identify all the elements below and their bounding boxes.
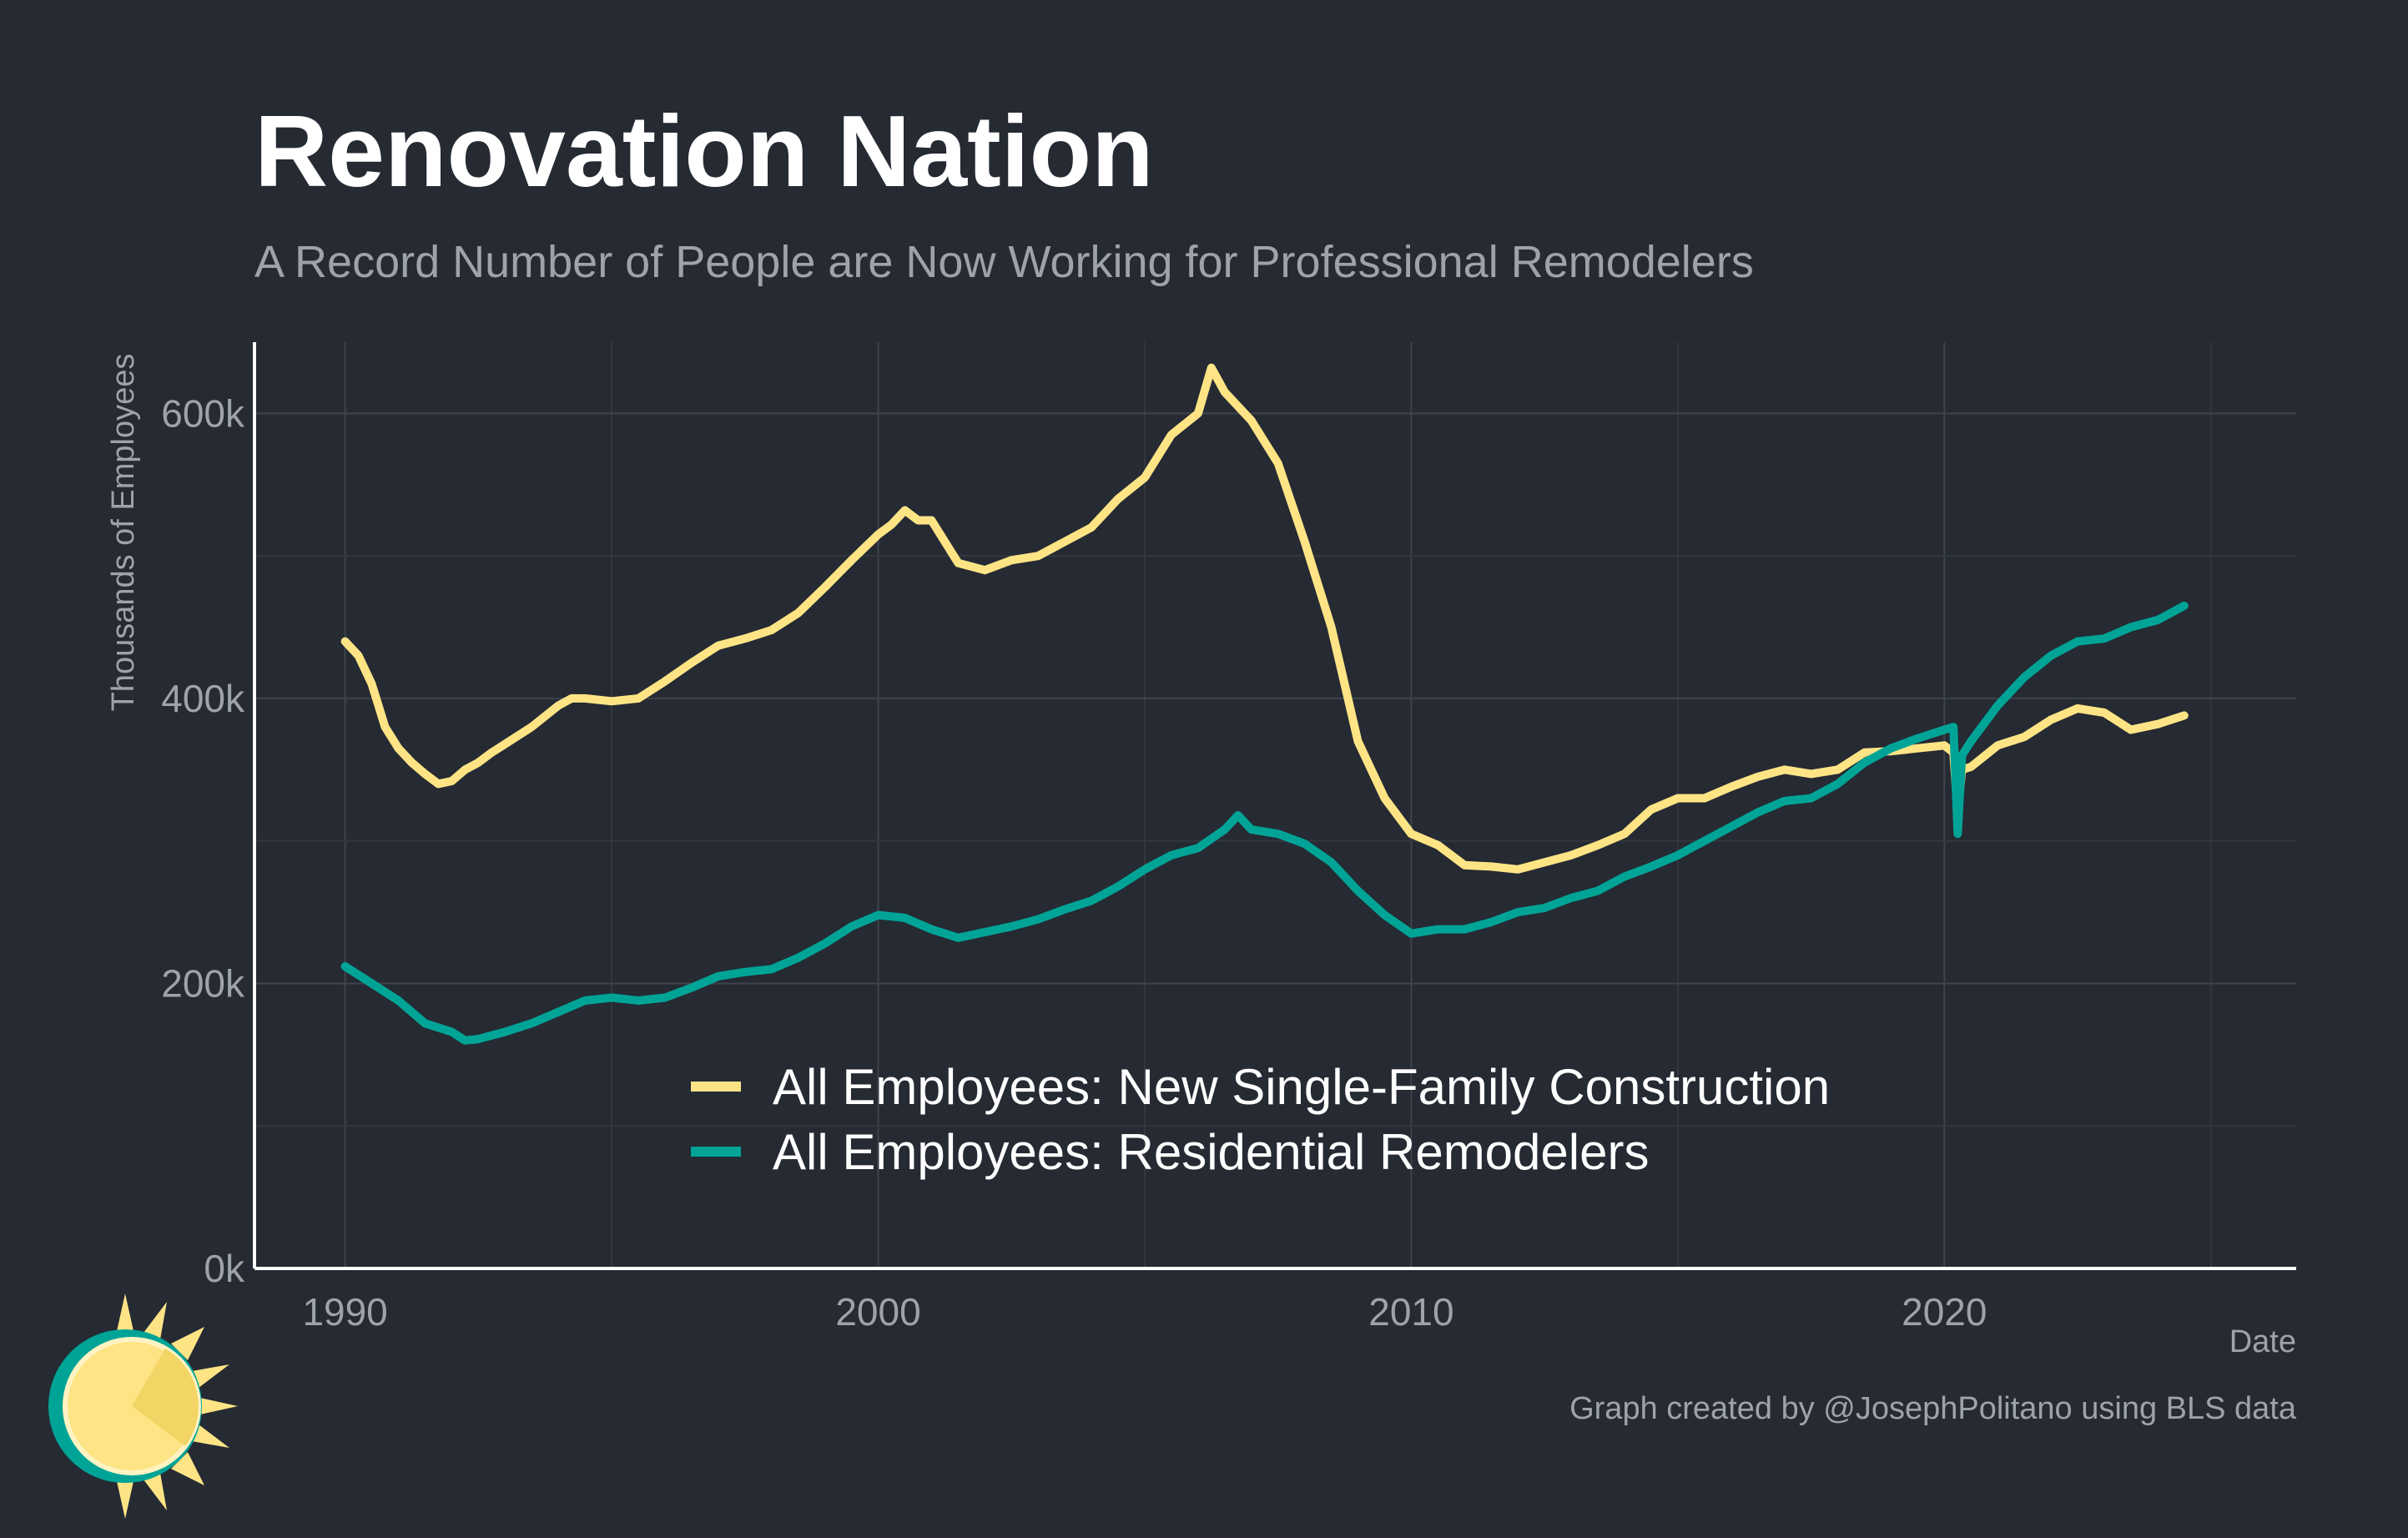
y-tick-label: 0k [204,1247,245,1290]
legend-label: All Employees: Residential Remodelers [773,1124,1649,1180]
x-tick-label: 2010 [1368,1290,1453,1334]
y-tick-label: 400k [161,677,245,720]
caption: Graph created by @JosephPolitano using B… [1569,1391,2297,1426]
chart-title: Renovation Nation [254,94,1154,208]
sun-logo-icon [48,1293,238,1519]
x-tick-labels: 1990 2000 2010 2020 [302,1290,1987,1334]
x-tick-label: 1990 [302,1290,387,1334]
axes [253,342,2296,1270]
x-axis-label: Date [2229,1324,2296,1359]
y-axis-label: Thousands of Employees [106,354,141,712]
y-tick-label: 200k [161,961,245,1005]
legend-label: All Employees: New Single-Family Constru… [773,1059,1830,1115]
legend: All Employees: New Single-Family Constru… [691,1059,1830,1180]
chart-subtitle: A Record Number of People are Now Workin… [254,237,1754,287]
series-line-2 [340,601,2189,1045]
y-tick-label: 600k [161,391,245,435]
logo-sun-shade [132,1349,199,1446]
series-line-1 [340,363,2189,874]
y-tick-labels: 0k 200k 400k 600k [161,391,245,1290]
series-lines [340,363,2189,1045]
x-tick-label: 2000 [835,1290,920,1334]
x-tick-label: 2020 [1902,1290,1987,1334]
